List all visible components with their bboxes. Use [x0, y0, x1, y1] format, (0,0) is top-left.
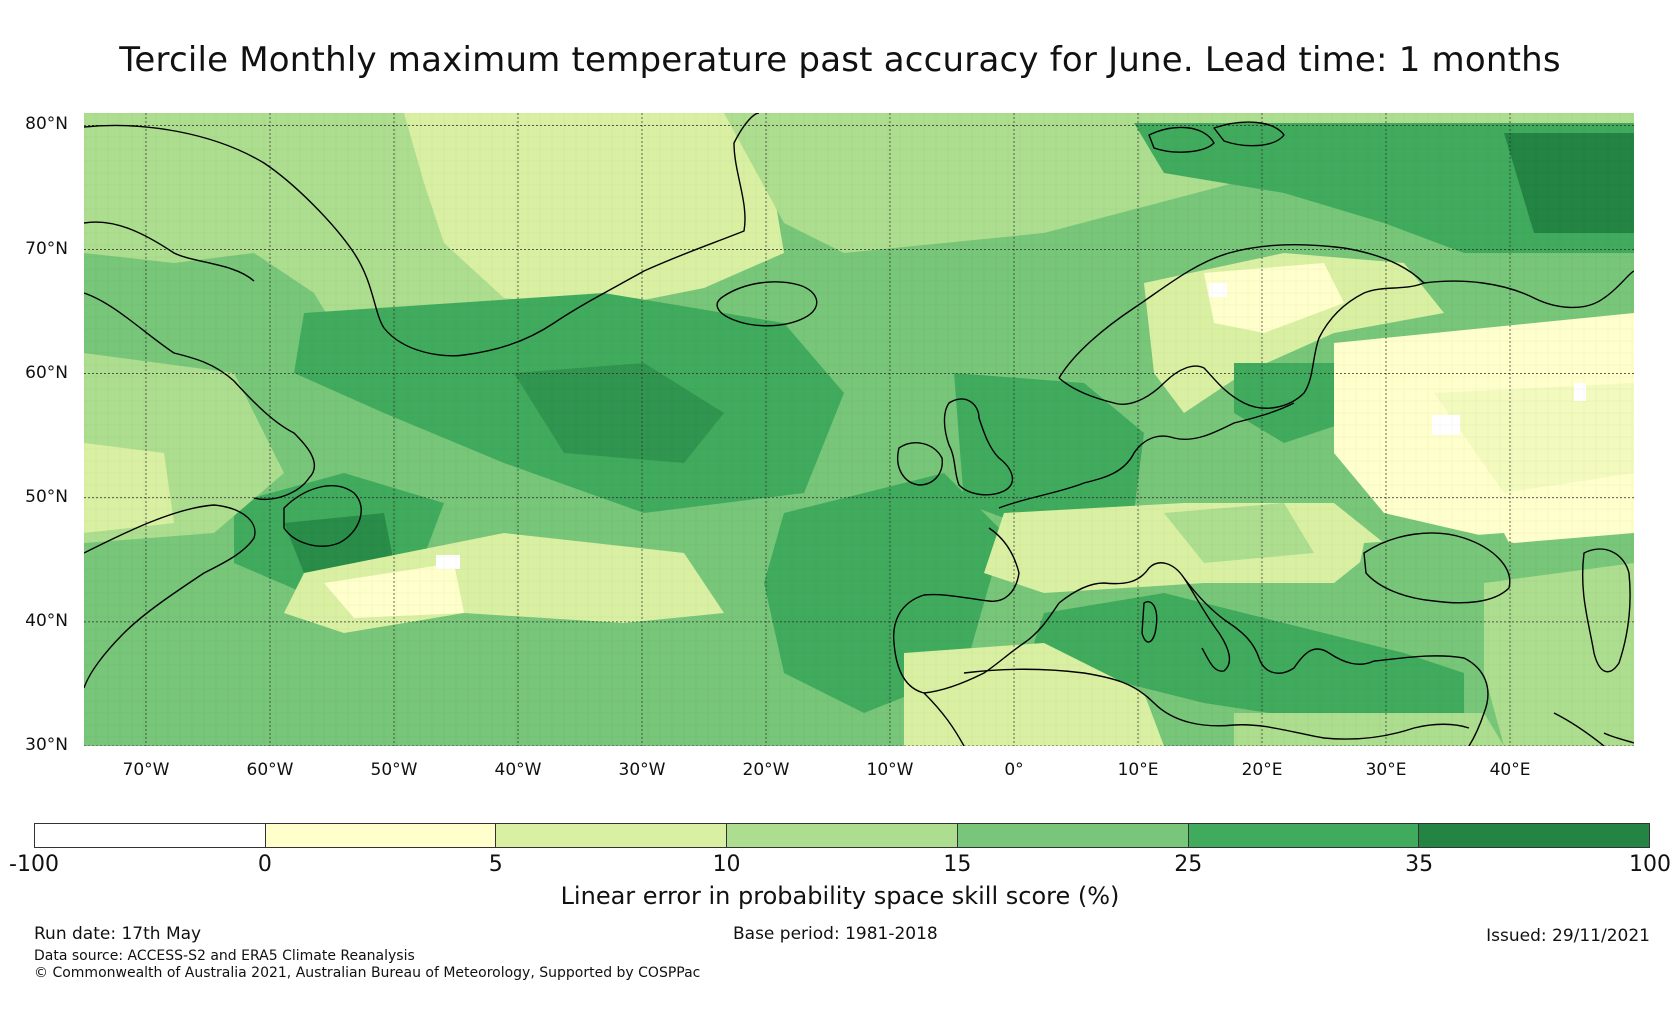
colorbar-tick-label: 5	[488, 852, 503, 877]
lon-label: 40°W	[494, 760, 542, 780]
coast-morocco	[923, 692, 965, 746]
lon-label: 30°E	[1365, 760, 1407, 780]
coast-red-sea	[1553, 712, 1605, 746]
base-period: Base period: 1981-2018	[733, 924, 938, 944]
coast-caspian	[1581, 548, 1631, 673]
lon-label: 10°E	[1117, 760, 1159, 780]
colorbar-tick-label: 100	[1629, 852, 1671, 877]
pixel-texture	[84, 113, 1634, 746]
coast-svalbard-east	[1213, 121, 1285, 147]
coast-france-iberia	[892, 527, 1060, 694]
data-source: Data source: ACCESS-S2 and ERA5 Climate …	[34, 948, 415, 964]
coast-sardinia	[1141, 601, 1158, 643]
coast-iceland	[716, 281, 818, 327]
coast-black-sea	[1363, 532, 1511, 604]
coast-labrador	[84, 292, 316, 500]
lon-label: 40°E	[1489, 760, 1531, 780]
lon-label: 20°W	[742, 760, 790, 780]
lat-label: 30°N	[25, 735, 68, 755]
colorbar-segment	[265, 824, 497, 847]
lon-label: 30°W	[618, 760, 666, 780]
coast-north-europe	[998, 402, 1295, 509]
coast-great-britain	[943, 398, 1014, 496]
colorbar-segment	[1419, 824, 1650, 847]
coast-baffin	[84, 221, 255, 282]
coast-scandinavia	[1058, 244, 1425, 409]
map-title: Tercile Monthly maximum temperature past…	[119, 40, 1561, 80]
lon-label: 10°W	[866, 760, 914, 780]
lat-label: 40°N	[25, 610, 68, 631]
colorbar	[34, 823, 1650, 848]
colorbar-segment	[35, 824, 266, 847]
lon-label: 60°W	[246, 760, 294, 780]
coast-med-north	[1058, 562, 1375, 674]
lat-label: 60°N	[25, 362, 68, 383]
lon-label: 50°W	[370, 760, 418, 780]
coast-ireland	[897, 442, 943, 486]
colorbar-tick-label: 35	[1405, 852, 1434, 877]
colorbar-tick-label: 15	[943, 852, 972, 877]
colorbar-tick-label: 0	[257, 852, 272, 877]
lat-label: 80°N	[25, 114, 68, 135]
colorbar-segment	[496, 824, 728, 847]
lon-label: 0°	[1004, 760, 1024, 780]
coast-north-africa	[963, 668, 1470, 740]
coast-us-east	[84, 504, 256, 689]
colorbar-tick-label: 25	[1174, 852, 1203, 877]
coast-svalbard	[1148, 126, 1215, 153]
lat-label: 70°N	[25, 238, 68, 259]
coast-kola	[1423, 270, 1634, 309]
lon-label: 20°E	[1241, 760, 1283, 780]
graticule	[84, 113, 1634, 746]
colorbar-segment	[1188, 824, 1420, 847]
coast-greenland	[84, 113, 760, 357]
colorbar-tick-label: -100	[9, 852, 59, 877]
lat-label: 50°N	[25, 486, 68, 507]
colorbar-segment	[727, 824, 958, 847]
map-canvas	[84, 113, 1634, 746]
issued-date: Issued: 29/11/2021	[1486, 926, 1650, 946]
coast-persian-gulf	[1603, 732, 1634, 744]
coast-levant	[1373, 655, 1489, 746]
colorbar-tick-label: 10	[712, 852, 741, 877]
run-date: Run date: 17th May	[34, 924, 202, 944]
copyright: © Commonwealth of Australia 2021, Austra…	[34, 965, 701, 981]
colorbar-label: Linear error in probability space skill …	[560, 882, 1120, 910]
coastlines	[84, 113, 1634, 746]
coast-newfoundland	[283, 485, 362, 547]
skill-score-map	[84, 113, 1634, 746]
colorbar-segment	[957, 824, 1189, 847]
skill-score-fields	[84, 113, 1634, 746]
coast-italy	[1183, 577, 1231, 672]
lon-label: 70°W	[122, 760, 170, 780]
